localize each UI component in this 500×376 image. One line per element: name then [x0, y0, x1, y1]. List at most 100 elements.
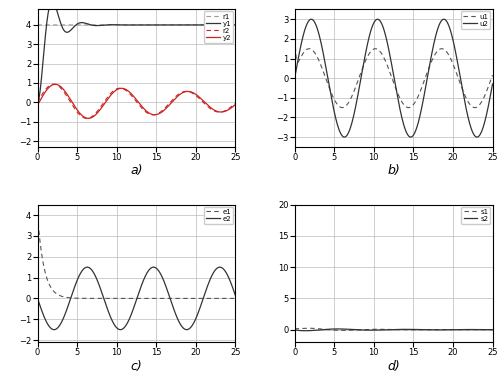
e1 — [73, 296, 79, 300]
r1 — [218, 23, 224, 27]
Text: b): b) — [387, 164, 400, 177]
e2 — [150, 265, 156, 270]
s2 — [334, 327, 340, 331]
y2 — [218, 110, 224, 114]
r2 — [34, 100, 40, 105]
s2 — [476, 327, 482, 332]
s1 — [470, 327, 476, 332]
s2 — [292, 327, 298, 332]
u1 — [292, 21, 298, 26]
y2 — [34, 103, 40, 108]
e2 — [218, 265, 224, 270]
Line: y1: y1 — [38, 1, 235, 102]
u2 — [387, 55, 393, 59]
Legend: r1, y1, r2, y2: r1, y1, r2, y2 — [204, 12, 233, 43]
u1 — [387, 71, 393, 75]
e1 — [130, 296, 136, 301]
Line: u2: u2 — [294, 19, 492, 139]
y1 — [232, 23, 238, 27]
y1 — [213, 23, 219, 27]
s2 — [470, 327, 476, 332]
e1 — [172, 296, 177, 301]
y1 — [74, 23, 80, 27]
s2 — [388, 327, 394, 332]
y2 — [232, 102, 238, 107]
r2 — [130, 95, 136, 100]
e2 — [184, 327, 190, 332]
Line: r2: r2 — [38, 84, 235, 118]
r1 — [73, 23, 79, 27]
Legend: u1, u2: u1, u2 — [460, 12, 490, 29]
e1 — [34, 213, 40, 217]
r1 — [232, 23, 238, 27]
Line: e2: e2 — [38, 267, 235, 330]
e2 — [213, 267, 219, 271]
y2 — [86, 116, 91, 121]
u1 — [428, 59, 434, 64]
y1 — [218, 23, 224, 27]
e1 — [218, 296, 224, 301]
s1 — [292, 326, 298, 331]
u1 — [475, 104, 481, 108]
u1 — [330, 96, 336, 100]
s2 — [302, 329, 308, 333]
r1 — [213, 23, 219, 27]
y2 — [130, 94, 136, 98]
r2 — [232, 101, 238, 106]
y1 — [220, 23, 226, 27]
Text: d): d) — [387, 360, 400, 373]
e2 — [172, 308, 177, 313]
u2 — [476, 133, 482, 138]
u1 — [476, 103, 482, 107]
s1 — [428, 327, 434, 332]
u2 — [490, 82, 496, 86]
r2 — [218, 110, 224, 114]
r2 — [213, 109, 219, 114]
r2 — [172, 96, 177, 100]
s2 — [428, 327, 434, 332]
y2 — [74, 106, 80, 111]
e1 — [220, 296, 226, 301]
r1 — [130, 23, 136, 27]
u2 — [441, 17, 447, 21]
y1 — [130, 23, 136, 27]
u2 — [330, 106, 336, 110]
Line: e1: e1 — [38, 215, 235, 299]
y2 — [220, 110, 226, 114]
Legend: e1, e2: e1, e2 — [204, 207, 233, 224]
e2 — [34, 296, 40, 301]
r1 — [220, 23, 226, 27]
y2 — [172, 97, 177, 102]
y1 — [34, 100, 40, 105]
u2 — [475, 135, 481, 139]
Line: s1: s1 — [294, 328, 492, 331]
e1 — [213, 296, 219, 301]
s1 — [330, 328, 336, 332]
r1 — [172, 23, 177, 27]
Line: u1: u1 — [294, 23, 492, 108]
s1 — [476, 327, 482, 332]
u1 — [470, 105, 476, 109]
s1 — [340, 328, 345, 333]
u2 — [470, 131, 476, 135]
u2 — [292, 137, 298, 141]
y1 — [172, 23, 177, 27]
e2 — [220, 266, 226, 270]
s2 — [330, 327, 336, 331]
u1 — [406, 105, 411, 110]
r2 — [84, 116, 90, 121]
r1 — [34, 23, 40, 27]
Text: a): a) — [130, 164, 142, 177]
u1 — [490, 73, 496, 77]
u2 — [428, 53, 434, 58]
y1 — [50, 0, 56, 3]
Legend: s1, s2: s1, s2 — [462, 207, 490, 224]
e1 — [232, 296, 238, 301]
Text: c): c) — [130, 360, 142, 373]
r2 — [220, 109, 226, 114]
e2 — [73, 280, 79, 285]
s1 — [490, 327, 496, 332]
s1 — [306, 326, 312, 331]
s1 — [476, 327, 482, 332]
y2 — [213, 109, 219, 113]
